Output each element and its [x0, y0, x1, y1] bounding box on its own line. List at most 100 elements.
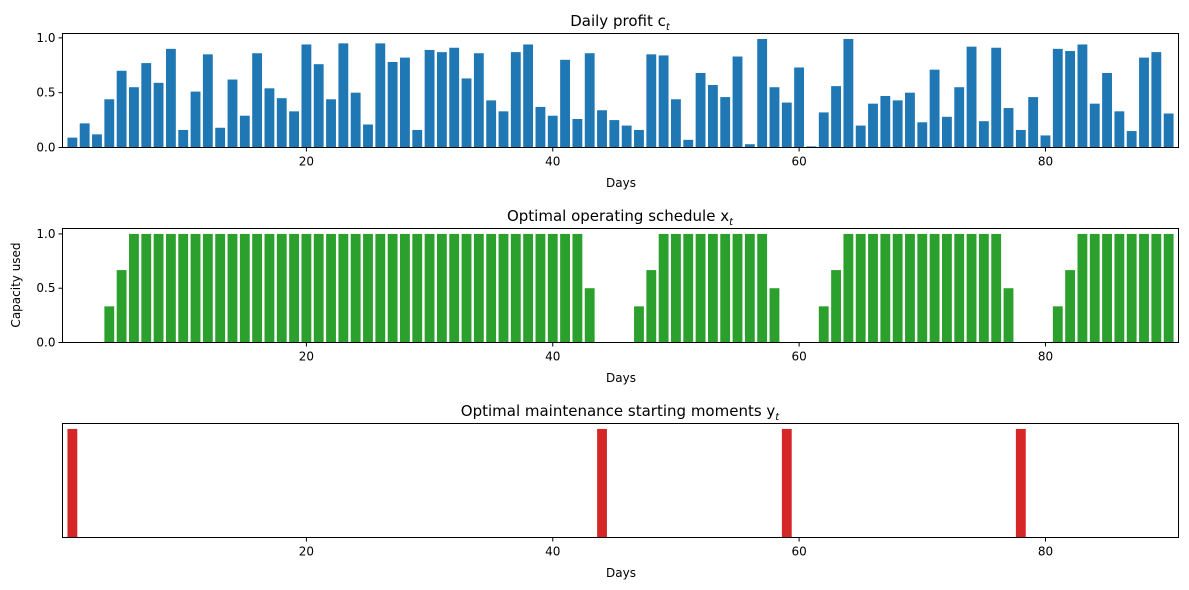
daily-profit-bar-day-33	[461, 78, 472, 148]
daily-profit-bar-day-46	[621, 125, 632, 148]
daily-profit-bar-day-29	[412, 129, 423, 148]
daily-profit-bar-day-12	[202, 54, 213, 148]
operating-schedule-bar-day-28	[400, 233, 410, 343]
daily-profit-bar-day-50	[671, 99, 681, 148]
daily-profit-bar-day-31	[436, 52, 447, 148]
operating-schedule-bar-day-11	[190, 233, 201, 343]
operating-schedule-bar-day-65	[855, 233, 866, 343]
daily-profit-bar-day-65	[855, 125, 866, 148]
operating-schedule-bar-day-17	[264, 233, 275, 343]
daily-profit-bar-day-80	[1040, 135, 1051, 148]
operating-schedule-bar-day-6	[129, 233, 139, 343]
daily-profit-bar-day-4	[104, 99, 115, 148]
daily-profit-panel: Daily profit ct 0.0 0.5 1.0 20 40 60 80 Days	[36, 12, 1179, 190]
daily-profit-title: Daily profit ct	[570, 12, 671, 33]
operating-schedule-x-tick-label-20: 20	[299, 350, 314, 364]
operating-schedule-x-axis-label: Days	[606, 371, 636, 385]
daily-profit-bar-day-28	[400, 57, 410, 148]
daily-profit-bar-day-86	[1114, 111, 1125, 148]
operating-schedule-bar-day-69	[905, 233, 915, 343]
operating-schedule-bar-day-23	[338, 233, 349, 343]
daily-profit-bar-day-22	[326, 99, 336, 148]
daily-profit-y-tick-label-0.5: 0.5	[36, 86, 55, 100]
operating-schedule-bar-day-41	[560, 233, 570, 343]
daily-profit-bar-day-76	[991, 47, 1002, 148]
operating-schedule-bar-day-8	[153, 233, 164, 343]
operating-schedule-bar-day-40	[547, 233, 558, 343]
daily-profit-bar-day-25	[363, 124, 373, 148]
operating-schedule-bar-day-25	[363, 233, 373, 343]
operating-schedule-panel: Optimal operating schedule xt 0.00.51.0 …	[9, 207, 1179, 385]
daily-profit-bar-day-75	[978, 121, 989, 148]
operating-schedule-bar-day-52	[695, 233, 706, 343]
daily-profit-bar-day-42	[572, 119, 583, 148]
operating-schedule-y-axis-label: Capacity used	[9, 242, 23, 327]
daily-profit-bar-day-18	[276, 98, 287, 148]
daily-profit-bar-day-41	[560, 59, 570, 148]
maintenance-bar-day-1	[67, 428, 78, 538]
operating-schedule-bar-day-71	[929, 233, 940, 343]
daily-profit-bar-day-58	[769, 87, 780, 148]
daily-profit-bar-day-35	[486, 100, 497, 148]
operating-schedule-x-tick-label-40: 40	[545, 350, 560, 364]
operating-schedule-bar-day-64	[843, 233, 854, 343]
daily-profit-bar-day-70	[917, 122, 928, 148]
operating-schedule-bar-day-67	[880, 233, 891, 343]
daily-profit-bar-day-68	[892, 100, 903, 148]
daily-profit-bar-day-79	[1028, 97, 1039, 148]
operating-schedule-bar-day-89	[1151, 233, 1162, 343]
daily-profit-bar-day-60	[794, 67, 805, 148]
daily-profit-bar-day-40	[547, 115, 558, 148]
daily-profit-x-tick-label-60: 60	[791, 155, 806, 169]
operating-schedule-y-ticks: 0.0 0.5 1.0	[36, 227, 63, 350]
operating-schedule-x-ticks: 20 40 60 80	[299, 342, 1053, 364]
daily-profit-bar-day-24	[350, 92, 361, 148]
operating-schedule-bar-day-15	[239, 233, 250, 343]
operating-schedule-bar-day-26	[375, 233, 386, 343]
maintenance-panel: Optimal maintenance starting moments yt …	[62, 402, 1179, 580]
daily-profit-bar-day-81	[1052, 48, 1063, 148]
maintenance-bar-day-44	[597, 428, 607, 538]
daily-profit-bar-day-83	[1077, 44, 1088, 148]
daily-profit-bar-day-88	[1139, 57, 1149, 148]
operating-schedule-bar-day-83	[1077, 233, 1088, 343]
maintenance-x-tick-label-60: 60	[791, 545, 806, 559]
operating-schedule-bar-day-13	[215, 233, 226, 343]
daily-profit-bar-day-52	[695, 72, 706, 148]
daily-profit-bar-day-37	[510, 52, 521, 148]
operating-schedule-bars	[104, 233, 1174, 343]
daily-profit-bar-day-14	[227, 79, 238, 148]
operating-schedule-bar-day-5	[116, 270, 127, 343]
operating-schedule-bar-day-12	[202, 233, 213, 343]
maintenance-bars	[67, 428, 1026, 538]
daily-profit-axes-frame	[62, 33, 1179, 148]
operating-schedule-bar-day-10	[178, 233, 189, 343]
maintenance-x-tick-label-20: 20	[299, 545, 314, 559]
daily-profit-bar-day-9	[165, 48, 176, 148]
daily-profit-bar-day-73	[954, 87, 965, 148]
operating-schedule-bar-day-84	[1089, 233, 1100, 343]
operating-schedule-bar-day-29	[412, 233, 423, 343]
operating-schedule-bar-day-19	[289, 233, 299, 343]
daily-profit-x-tick-label-40: 40	[545, 155, 560, 169]
operating-schedule-bar-day-43	[584, 288, 595, 343]
daily-profit-bar-day-34	[473, 53, 484, 148]
operating-schedule-bar-day-42	[572, 233, 583, 343]
daily-profit-x-tick-label-20: 20	[299, 155, 314, 169]
daily-profit-bar-day-67	[880, 95, 891, 148]
operating-schedule-bar-day-63	[831, 270, 841, 343]
operating-schedule-bar-day-38	[523, 233, 534, 343]
daily-profit-bar-day-61	[806, 146, 817, 148]
operating-schedule-bar-day-33	[461, 233, 472, 343]
daily-profit-x-axis-label: Days	[606, 176, 636, 190]
operating-schedule-bar-day-53	[707, 233, 718, 343]
operating-schedule-bar-day-50	[671, 233, 681, 343]
daily-profit-bar-day-3	[92, 134, 102, 148]
operating-schedule-y-tick-label-0.0: 0.0	[36, 336, 55, 350]
daily-profit-bar-day-32	[449, 47, 460, 148]
operating-schedule-bar-day-32	[449, 233, 460, 343]
operating-schedule-bar-day-74	[966, 233, 977, 343]
operating-schedule-bar-day-51	[683, 233, 694, 343]
operating-schedule-bar-day-76	[991, 233, 1002, 343]
